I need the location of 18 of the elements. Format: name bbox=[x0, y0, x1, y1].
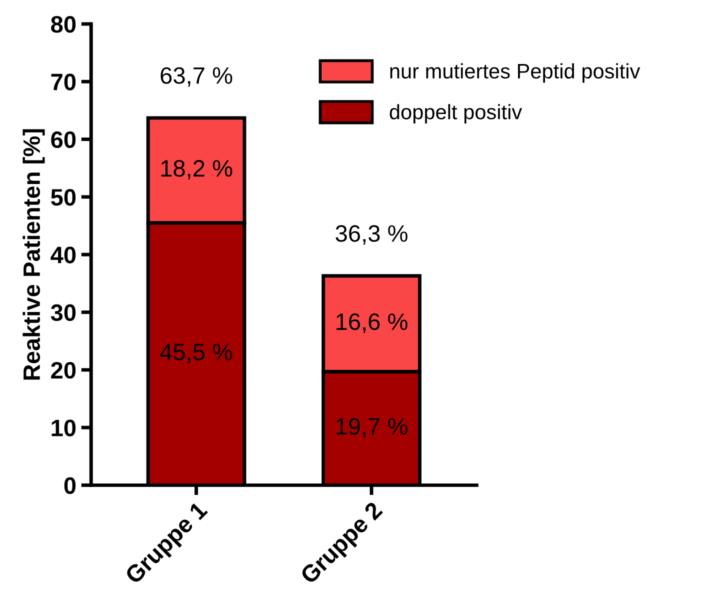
data-label: 19,7 % bbox=[336, 418, 408, 438]
data-label: 45,5 % bbox=[160, 344, 232, 364]
y-tick-label: 70 bbox=[51, 74, 76, 90]
y-tick-label: 40 bbox=[50, 246, 76, 264]
y-tick-label: 60 bbox=[51, 131, 76, 148]
total-label: 63,7 % bbox=[160, 67, 232, 87]
legend-label: nur mutiertes Peptid positiv bbox=[390, 63, 640, 83]
y-tick-label: 50 bbox=[51, 188, 76, 206]
legend-label: doppelt positiv bbox=[390, 104, 522, 124]
y-tick-label: 30 bbox=[50, 304, 76, 322]
y-tick-label: 20 bbox=[51, 362, 76, 379]
total-label: 36,3 % bbox=[336, 225, 408, 245]
y-tick-label: 80 bbox=[51, 16, 76, 33]
y-tick-label: 0 bbox=[64, 477, 76, 494]
data-label: 16,6 % bbox=[336, 313, 408, 333]
data-label: 18,2 % bbox=[161, 160, 232, 180]
y-axis-title: Reaktive Patienten [%] bbox=[22, 129, 45, 380]
y-tick-label: 10 bbox=[52, 420, 76, 436]
